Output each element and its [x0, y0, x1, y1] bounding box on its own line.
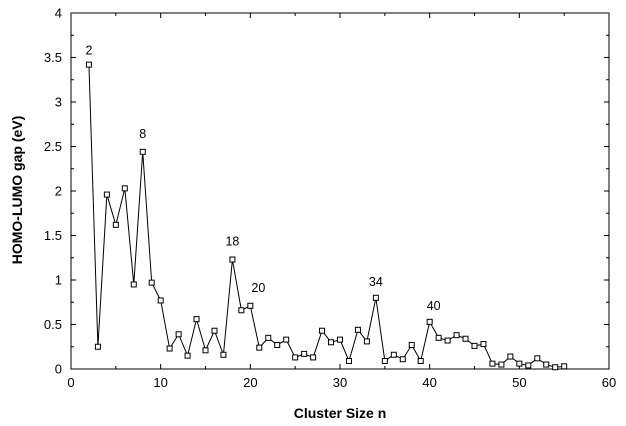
annotations: 2 8 18 20 34 40	[85, 44, 440, 313]
data-point	[256, 344, 263, 351]
data-point	[220, 351, 227, 358]
data-point	[166, 345, 173, 352]
y-tick-label: 0.5	[44, 317, 62, 332]
y-tick-label: 1.5	[44, 228, 62, 243]
data-point	[408, 341, 415, 348]
y-tick-label: 2.5	[44, 139, 62, 154]
data-point	[328, 339, 335, 346]
data-point	[381, 357, 388, 364]
x-tick-label: 60	[602, 375, 616, 390]
data-point	[112, 221, 119, 228]
axes: 0 10 20 30 40 50 60 0 0.5 1 1.5 2 2.5 3 3.5 4	[44, 6, 616, 391]
data-point	[525, 362, 532, 369]
data-point	[363, 338, 370, 345]
data-point	[534, 355, 541, 362]
y-tick-label: 3	[55, 95, 62, 110]
data-point	[130, 281, 137, 288]
data-point	[507, 353, 514, 360]
point-annotation: 20	[251, 281, 265, 295]
data-point	[274, 341, 281, 348]
data-point	[103, 191, 110, 198]
point-annotation: 34	[369, 275, 383, 289]
data-point	[202, 347, 209, 354]
point-annotation: 18	[225, 235, 239, 249]
data-point	[310, 354, 317, 361]
data-point	[301, 350, 308, 357]
x-tick-label: 0	[67, 375, 74, 390]
x-axis-label: Cluster Size n	[294, 405, 387, 421]
data-point	[354, 326, 361, 333]
data-point	[238, 307, 245, 314]
data-point	[283, 336, 290, 343]
data-point	[516, 360, 523, 367]
data-point	[462, 335, 469, 342]
data-point	[372, 294, 379, 301]
data-point	[94, 343, 101, 350]
data-point	[471, 342, 478, 349]
x-tick-label: 40	[422, 375, 436, 390]
data-point	[453, 332, 460, 339]
series-line	[88, 64, 565, 368]
data-point	[229, 256, 236, 263]
data-point	[148, 279, 155, 286]
y-tick-label: 4	[55, 6, 62, 21]
data-point	[121, 185, 128, 192]
y-tick-label: 2	[55, 184, 62, 199]
data-point	[480, 341, 487, 348]
data-point	[561, 363, 568, 370]
data-point	[489, 360, 496, 367]
y-tick-label: 3.5	[44, 50, 62, 65]
x-tick-label: 20	[243, 375, 257, 390]
data-point	[85, 61, 92, 68]
data-point	[247, 302, 254, 309]
data-point	[417, 357, 424, 364]
point-annotation: 40	[427, 299, 441, 313]
data-point	[211, 327, 218, 334]
data-point	[426, 318, 433, 325]
data-point	[345, 357, 352, 364]
data-point	[292, 354, 299, 361]
data-point	[435, 334, 442, 341]
x-tick-label: 50	[512, 375, 526, 390]
x-tick-label: 30	[333, 375, 347, 390]
y-axis-label: HOMO-LUMO gap (eV)	[9, 116, 25, 265]
y-tick-label: 1	[55, 273, 62, 288]
plot-frame	[70, 12, 610, 370]
data-point	[543, 361, 550, 368]
data-point	[552, 364, 559, 371]
data-point	[444, 337, 451, 344]
data-point	[337, 336, 343, 343]
data-point	[184, 352, 191, 359]
data-point	[319, 327, 326, 334]
data-point	[193, 316, 200, 323]
x-tick-label: 10	[153, 375, 167, 390]
data-point	[390, 351, 397, 358]
data-point	[175, 331, 182, 338]
data-series	[85, 61, 568, 371]
data-point	[265, 334, 272, 341]
data-point	[157, 297, 164, 304]
data-point	[139, 148, 146, 155]
y-tick-label: 0	[55, 362, 62, 377]
point-annotation: 8	[139, 127, 146, 141]
point-annotation: 2	[85, 44, 92, 58]
data-point	[399, 356, 406, 363]
data-point	[498, 361, 505, 368]
